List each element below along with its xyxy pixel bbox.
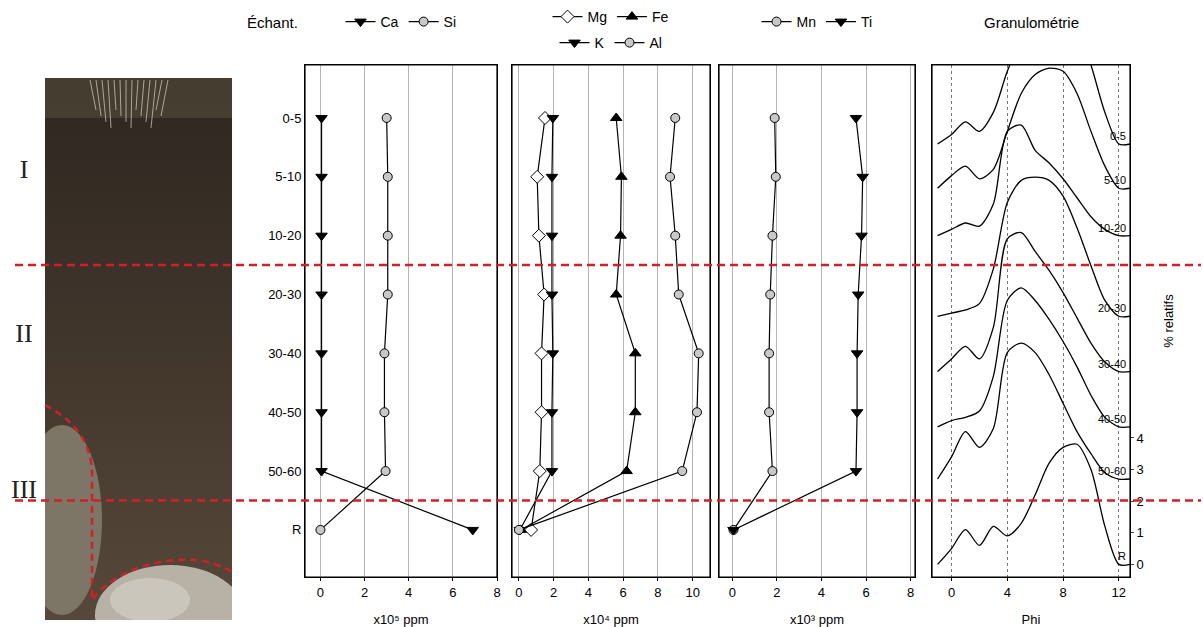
svg-text:x10⁵ ppm: x10⁵ ppm — [373, 612, 428, 627]
svg-text:8: 8 — [493, 585, 500, 600]
svg-text:30-40: 30-40 — [1098, 358, 1126, 370]
svg-text:8: 8 — [907, 585, 914, 600]
svg-text:Granulométrie: Granulométrie — [984, 14, 1079, 31]
svg-text:2: 2 — [550, 585, 557, 600]
svg-text:40-50: 40-50 — [1098, 413, 1126, 425]
svg-text:2: 2 — [773, 585, 780, 600]
svg-text:10-20: 10-20 — [268, 228, 301, 243]
svg-text:0-5: 0-5 — [1110, 130, 1126, 142]
svg-text:30-40: 30-40 — [268, 346, 301, 361]
svg-text:% relatifs: % relatifs — [1161, 294, 1176, 348]
svg-text:Ca: Ca — [381, 14, 399, 30]
svg-text:0: 0 — [317, 585, 324, 600]
svg-text:6: 6 — [862, 585, 869, 600]
svg-text:50-60: 50-60 — [1098, 465, 1126, 477]
svg-text:20-30: 20-30 — [1098, 302, 1126, 314]
svg-text:3: 3 — [1137, 462, 1144, 477]
svg-text:5-10: 5-10 — [1104, 174, 1126, 186]
svg-text:1: 1 — [1137, 525, 1144, 540]
svg-text:III: III — [11, 475, 37, 504]
svg-text:Si: Si — [444, 14, 456, 30]
svg-text:8: 8 — [1059, 585, 1066, 600]
svg-text:20-30: 20-30 — [268, 287, 301, 302]
svg-text:Échant.: Échant. — [247, 14, 298, 31]
svg-text:2: 2 — [361, 585, 368, 600]
svg-text:4: 4 — [1004, 585, 1011, 600]
svg-text:0: 0 — [1137, 557, 1144, 572]
svg-text:4: 4 — [405, 585, 412, 600]
svg-text:5-10: 5-10 — [275, 169, 301, 184]
svg-text:x10³ ppm: x10³ ppm — [790, 612, 844, 627]
svg-text:0: 0 — [729, 585, 736, 600]
svg-text:0: 0 — [515, 585, 522, 600]
svg-text:Mn: Mn — [797, 14, 816, 30]
svg-text:Al: Al — [650, 35, 662, 51]
svg-text:0: 0 — [948, 585, 955, 600]
svg-text:Mg: Mg — [588, 9, 607, 25]
svg-text:K: K — [595, 35, 605, 51]
svg-text:10: 10 — [685, 585, 699, 600]
svg-text:50-60: 50-60 — [268, 464, 301, 479]
svg-text:Ti: Ti — [861, 14, 872, 30]
svg-text:R: R — [1118, 550, 1126, 562]
svg-text:8: 8 — [654, 585, 661, 600]
svg-text:2: 2 — [1137, 494, 1144, 509]
svg-text:10-20: 10-20 — [1098, 222, 1126, 234]
svg-text:4: 4 — [585, 585, 592, 600]
svg-text:R: R — [292, 522, 301, 537]
svg-text:x10⁴ ppm: x10⁴ ppm — [583, 612, 638, 627]
svg-text:Fe: Fe — [652, 9, 669, 25]
svg-text:0-5: 0-5 — [283, 111, 302, 126]
svg-text:12: 12 — [1112, 585, 1126, 600]
svg-text:II: II — [15, 319, 32, 348]
svg-text:6: 6 — [620, 585, 627, 600]
svg-text:4: 4 — [818, 585, 825, 600]
svg-text:I: I — [20, 155, 29, 184]
svg-text:40-50: 40-50 — [268, 405, 301, 420]
svg-text:4: 4 — [1137, 430, 1144, 445]
svg-text:Phi: Phi — [1022, 612, 1041, 627]
svg-text:6: 6 — [449, 585, 456, 600]
